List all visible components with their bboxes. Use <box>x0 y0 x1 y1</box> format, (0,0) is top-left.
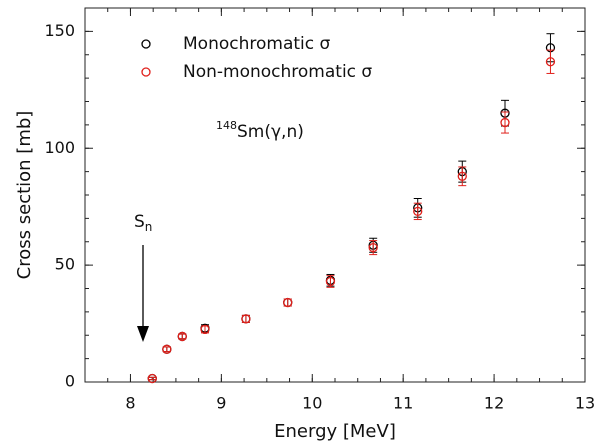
mass-number: 148 <box>216 119 237 132</box>
threshold-annotation: Sn <box>134 212 152 234</box>
data-point <box>177 331 187 342</box>
y-tick-label: 150 <box>44 21 75 40</box>
x-tick-label: 9 <box>216 394 226 413</box>
x-axis-label: Energy [MeV] <box>274 421 396 442</box>
y-tick-label: 50 <box>55 255 75 274</box>
x-tick-label: 11 <box>393 394 413 413</box>
arrow-head <box>137 326 149 342</box>
data-point <box>162 344 172 354</box>
reaction-annotation: 148Sm(γ,n) <box>216 119 304 142</box>
data-point <box>147 373 157 384</box>
y-axis-label: Cross section [mb] <box>14 111 35 280</box>
x-tick-label: 12 <box>484 394 504 413</box>
data-point <box>545 57 556 67</box>
threshold-subscript: n <box>145 220 153 234</box>
legend-label: Monochromatic σ <box>183 34 330 54</box>
x-tick-label: 8 <box>125 394 135 413</box>
data-point <box>413 206 423 217</box>
legend-label: Non-monochromatic σ <box>183 62 372 82</box>
data-point <box>283 297 293 308</box>
legend-marker <box>141 39 151 49</box>
data-point <box>500 117 510 128</box>
threshold-symbol: S <box>134 212 145 232</box>
y-tick-label: 100 <box>44 138 75 157</box>
data-point <box>200 324 210 335</box>
legend-marker <box>141 67 151 77</box>
y-tick-label: 0 <box>65 372 75 391</box>
data-point <box>457 171 467 181</box>
reaction: Sm(γ,n) <box>237 122 304 142</box>
x-tick-label: 13 <box>575 394 595 413</box>
data-point <box>368 242 378 253</box>
data-point <box>325 276 336 287</box>
x-tick-label: 10 <box>302 394 322 413</box>
data-point <box>241 314 251 324</box>
